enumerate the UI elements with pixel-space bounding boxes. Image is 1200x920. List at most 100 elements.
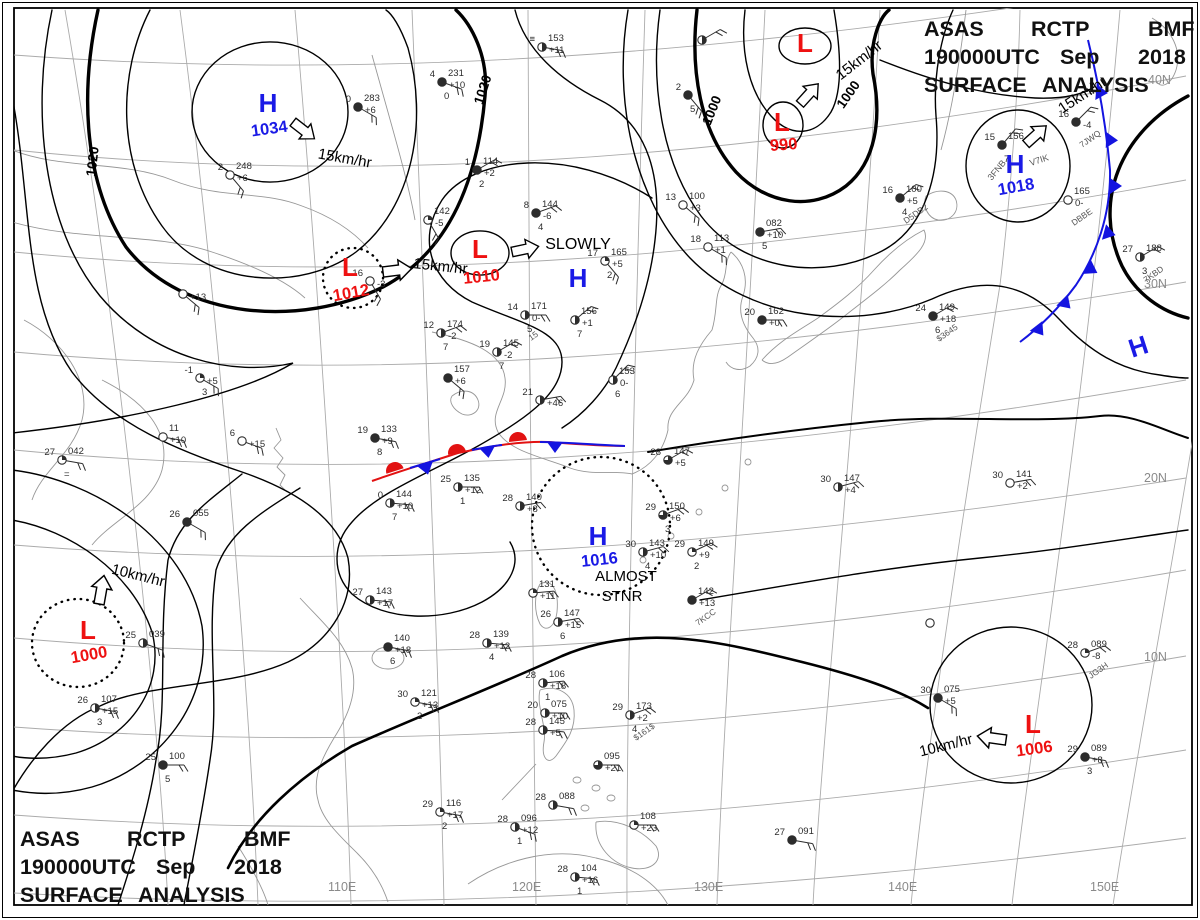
station-temp: 18 <box>690 234 701 245</box>
coastline <box>299 597 389 903</box>
station-tendency: +23 <box>641 823 657 834</box>
station-tendency: +18 <box>940 314 956 325</box>
station-tendency: +13 <box>422 700 438 711</box>
station-plot: 131+11 <box>528 579 559 602</box>
station-plot: 156+17 <box>570 306 599 340</box>
station-plot: 29 089+83 <box>1067 743 1109 777</box>
station-plot: 082+105 <box>755 218 787 252</box>
cold-front-tooth <box>1083 260 1098 274</box>
cold-front-tooth <box>417 461 433 475</box>
coastline <box>940 9 967 151</box>
station-tendency: +12 <box>494 641 510 652</box>
station-pressure: 140 <box>394 633 410 644</box>
coastline <box>924 190 958 221</box>
station-pressure: 135 <box>464 473 480 484</box>
station-temp: 28 <box>1067 640 1078 651</box>
station-pressure: 121 <box>421 688 437 699</box>
latitude-line <box>14 281 1187 366</box>
station-plot: 28 140+8 <box>502 492 547 515</box>
station-plot: 142-5 <box>423 206 450 246</box>
station-pressure: 075 <box>944 684 960 695</box>
station-pressure: 231 <box>448 68 464 79</box>
movement-arrow <box>1021 125 1048 149</box>
longitude-line <box>1011 9 1121 905</box>
station-pressure: 147 <box>844 473 860 484</box>
station-dewpoint: 5 <box>762 241 767 252</box>
station-pressure: 140 <box>526 492 542 503</box>
pressure-center-low: L <box>1025 709 1041 739</box>
coastline <box>501 763 537 801</box>
station-dewpoint: 2 <box>442 821 447 832</box>
station-pressure: 157 <box>454 364 470 375</box>
station-pressure: 145 <box>503 338 519 349</box>
longitude-line <box>527 9 537 905</box>
title-block-bottom-left: ASAS RCTP BMF 190000UTC Sep 2018 SURFACE ANALYS… <box>20 827 291 907</box>
latitude-line <box>14 379 1187 465</box>
station-plot: 27 091 <box>774 826 816 851</box>
latitude-line <box>14 837 1187 902</box>
isobar <box>655 9 954 269</box>
isobar <box>622 9 1189 379</box>
station-temp: 26 <box>77 695 88 706</box>
pressure-center-low: L <box>774 107 790 137</box>
station-callsign: 7KCC <box>693 606 717 627</box>
pressure-value: 1018 <box>996 175 1035 199</box>
station-plot: 2 248+6 <box>218 161 252 199</box>
station-dewpoint: 2 <box>607 270 612 281</box>
isobar <box>14 103 351 790</box>
coastline <box>1151 17 1179 86</box>
pressure-center-high: H <box>259 88 278 118</box>
station-dewpoint: 8 <box>377 447 382 458</box>
station-symbol <box>443 373 453 383</box>
station-dewpoint: 5 <box>165 774 170 785</box>
coastline <box>725 251 759 370</box>
station-tendency: +12 <box>465 485 481 496</box>
station-temp: 28 <box>535 792 546 803</box>
station-plot: 140+186 <box>383 633 412 667</box>
station-pressure: 095 <box>604 751 620 762</box>
cold-front <box>1019 39 1112 343</box>
station-temp: 25 <box>145 752 156 763</box>
cold-front-tooth <box>1095 84 1108 100</box>
isobar <box>699 529 1189 601</box>
station-tendency: +1 <box>582 318 593 329</box>
station-pressure: 143 <box>649 538 665 549</box>
station-temp: 29 <box>674 539 685 550</box>
station-symbol <box>158 760 168 770</box>
movement-arrow <box>381 258 413 282</box>
coastline <box>14 150 369 249</box>
station-temp: 15 <box>984 132 995 143</box>
station-symbol <box>787 835 797 845</box>
station-dewpoint: 6 <box>390 656 395 667</box>
station-temp: 28 <box>650 447 661 458</box>
station-pressure: 096 <box>521 813 537 824</box>
station-plot: 18 113+1 <box>690 233 729 266</box>
isobar <box>183 487 301 905</box>
isobar <box>693 8 891 204</box>
station-pressure: 089 <box>1091 639 1107 650</box>
station-plot: 25 039 <box>125 629 165 658</box>
station-temp: 28 <box>557 864 568 875</box>
station-symbol <box>531 208 541 218</box>
station-plot: 19 145-27 <box>479 338 523 372</box>
station-pressure: 156 <box>581 306 597 317</box>
station-tendency: +5 <box>675 458 686 469</box>
station-pressure: 104 <box>581 863 597 874</box>
station-symbol <box>755 227 765 237</box>
station-pressure: 283 <box>364 93 380 104</box>
station-dewpoint: 3 <box>665 524 670 535</box>
cold-front-tooth <box>1110 178 1122 194</box>
station-pressure: 131 <box>539 579 555 590</box>
station-pressure: 139 <box>493 629 509 640</box>
station-temp: 14 <box>507 302 518 313</box>
isobar-label: 1000 <box>699 94 724 127</box>
station-plot: 6 +15 <box>230 428 265 456</box>
isobar <box>14 9 294 434</box>
station-tendency: +5 <box>945 696 956 707</box>
station-temp: 30 <box>820 474 831 485</box>
latitude-line <box>14 8 1014 66</box>
annotation-label: SLOWLY <box>545 236 611 253</box>
station-pressure: 075 <box>551 699 567 710</box>
station-plot: 17 165+52 <box>587 247 627 285</box>
isobar <box>14 469 204 795</box>
